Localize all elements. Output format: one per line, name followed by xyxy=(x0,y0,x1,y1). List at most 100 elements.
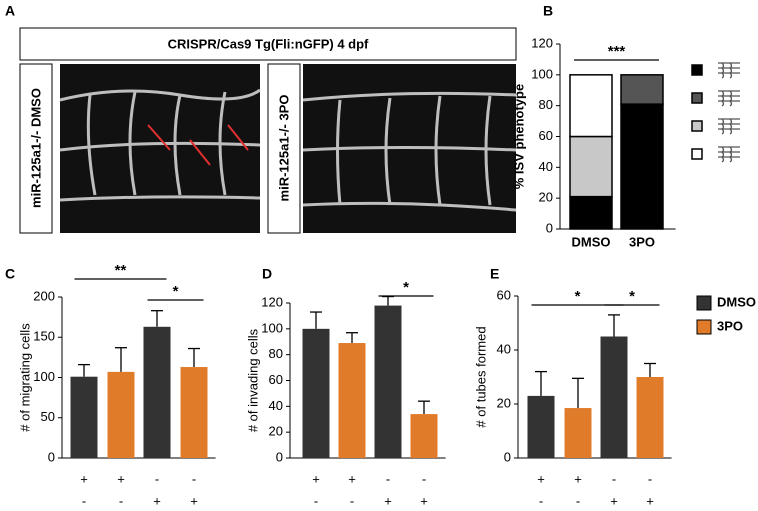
x-row-label: - xyxy=(612,471,616,486)
bar-segment xyxy=(569,74,613,138)
significance-label: *** xyxy=(608,43,626,60)
legend-icon xyxy=(718,90,740,97)
y-tick-label: 100 xyxy=(33,369,55,384)
y-tick-label: 100 xyxy=(261,320,283,335)
legend-icon xyxy=(718,123,740,130)
y-tick-label: 0 xyxy=(48,449,55,464)
label-box xyxy=(267,63,301,234)
bar xyxy=(600,336,628,458)
significance-label: * xyxy=(403,279,409,296)
bar xyxy=(564,408,592,458)
x-row-label: - xyxy=(82,493,86,508)
legend-swatch xyxy=(691,148,703,160)
legend-icon xyxy=(718,151,740,158)
x-row-label: - xyxy=(314,493,318,508)
label-box xyxy=(19,63,53,234)
panel-label: E xyxy=(490,266,499,282)
title-box xyxy=(19,27,517,61)
bar xyxy=(70,376,98,458)
y-tick-label: 120 xyxy=(531,35,553,50)
x-row-label: + xyxy=(610,493,618,508)
x-row-label: - xyxy=(350,493,354,508)
legend-icon xyxy=(718,128,740,135)
panel-title: CRISPR/Cas9 Tg(Fli:nGFP) 4 dpf xyxy=(168,36,369,51)
y-tick-label: 40 xyxy=(497,341,511,356)
x-tick-label: DMSO xyxy=(572,234,611,249)
panel-label: A xyxy=(5,3,15,19)
y-tick-label: 60 xyxy=(539,128,553,143)
y-axis-label: # of invading cells xyxy=(245,328,260,432)
y-axis-label: % ISV phenotype xyxy=(511,84,526,189)
x-row-label: - xyxy=(119,493,123,508)
y-tick-label: 20 xyxy=(539,190,553,205)
legend-label: DMSO xyxy=(717,294,756,309)
x-row-label: - xyxy=(422,471,426,486)
x-row-label: + xyxy=(80,471,88,486)
legend-icon xyxy=(718,95,740,102)
image-label: miR-125a1-/- 3PO xyxy=(276,95,291,202)
legend-label: 3PO xyxy=(717,318,743,333)
legend-icon xyxy=(718,146,740,153)
y-tick-label: 0 xyxy=(504,449,511,464)
x-row-label: + xyxy=(646,493,654,508)
y-tick-label: 200 xyxy=(33,288,55,303)
bar xyxy=(107,371,135,458)
x-row-label: - xyxy=(386,471,390,486)
y-tick-label: 20 xyxy=(269,424,283,439)
y-tick-label: 0 xyxy=(276,449,283,464)
x-row-label: - xyxy=(576,493,580,508)
y-tick-label: 120 xyxy=(261,294,283,309)
significance-label: * xyxy=(173,283,179,300)
bar xyxy=(374,305,402,458)
bar xyxy=(410,414,438,458)
bar-segment xyxy=(620,74,664,105)
legend-icon xyxy=(718,100,740,107)
x-tick-label: 3PO xyxy=(629,234,655,249)
panel-label: B xyxy=(543,3,553,19)
x-row-label: - xyxy=(539,493,543,508)
y-tick-label: 60 xyxy=(269,372,283,387)
y-tick-label: 80 xyxy=(539,97,553,112)
x-row-label: + xyxy=(153,493,161,508)
legend-swatch xyxy=(696,295,712,311)
significance-label: * xyxy=(575,288,581,305)
legend-icon xyxy=(718,118,740,125)
y-tick-label: 40 xyxy=(539,159,553,174)
significance-label: ** xyxy=(115,262,127,279)
y-tick-label: 150 xyxy=(33,329,55,344)
y-tick-label: 100 xyxy=(531,66,553,81)
x-row-label: - xyxy=(155,471,159,486)
legend-icon xyxy=(718,62,740,69)
bar xyxy=(180,367,208,458)
y-tick-label: 40 xyxy=(269,398,283,413)
legend-swatch xyxy=(691,92,703,104)
legend-icon xyxy=(718,67,740,74)
y-tick-label: 20 xyxy=(497,395,511,410)
bar xyxy=(302,328,330,458)
y-axis-label: # of migrating cells xyxy=(17,323,32,432)
bar xyxy=(636,377,664,458)
x-row-label: + xyxy=(384,493,392,508)
bar-segment xyxy=(620,103,664,230)
x-row-label: + xyxy=(537,471,545,486)
legend-icon xyxy=(718,72,740,79)
y-tick-label: 0 xyxy=(546,220,553,235)
y-tick-label: 50 xyxy=(41,409,55,424)
panel-label: D xyxy=(262,266,272,282)
legend-swatch xyxy=(691,120,703,132)
significance-label: * xyxy=(629,288,635,305)
x-row-label: - xyxy=(648,471,652,486)
legend-swatch xyxy=(691,64,703,76)
x-row-label: + xyxy=(420,493,428,508)
x-row-label: + xyxy=(574,471,582,486)
x-row-label: + xyxy=(312,471,320,486)
x-row-label: + xyxy=(348,471,356,486)
bar xyxy=(143,326,171,458)
micrograph xyxy=(59,64,517,233)
bar-segment xyxy=(569,135,613,198)
bar xyxy=(338,343,366,458)
x-row-label: - xyxy=(192,471,196,486)
image-label: miR-125a1-/- DMSO xyxy=(28,88,43,208)
y-tick-label: 80 xyxy=(269,346,283,361)
legend-icon xyxy=(718,156,740,163)
